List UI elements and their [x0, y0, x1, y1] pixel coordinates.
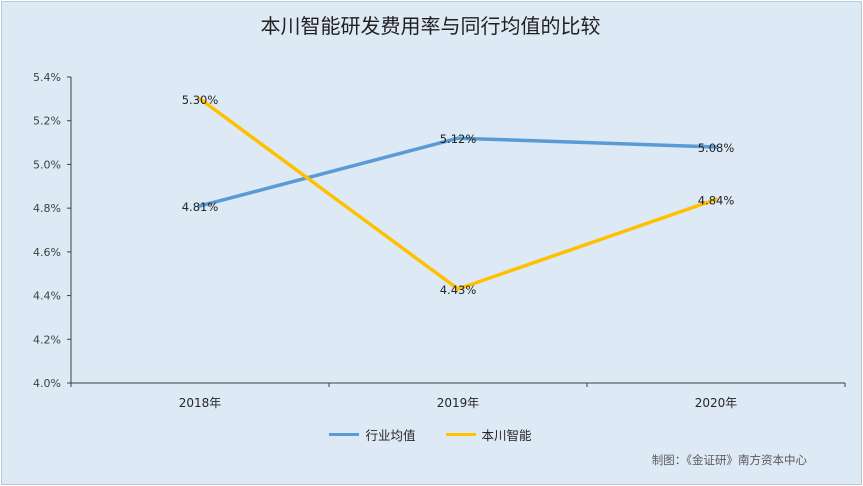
legend-label-benchuan: 本川智能: [481, 428, 532, 443]
x-tick-label: 2018年: [179, 396, 222, 410]
data-label: 4.81%: [182, 200, 219, 214]
series-line-0: [198, 136, 718, 208]
legend-item-benchuan: 本川智能: [445, 425, 532, 444]
legend: 行业均值 本川智能: [0, 425, 861, 444]
y-tick-label: 5.4%: [33, 71, 61, 84]
x-tick-label: 2019年: [437, 396, 480, 410]
y-tick-label: 4.4%: [33, 290, 61, 303]
y-tick-label: 4.2%: [33, 333, 61, 346]
y-tick-label: 5.2%: [33, 115, 61, 128]
data-label: 5.12%: [440, 132, 477, 146]
data-label: 4.43%: [440, 283, 477, 297]
legend-swatch-benchuan: [445, 433, 476, 436]
y-tick-label: 5.0%: [33, 158, 61, 171]
legend-swatch-industry-average: [329, 433, 360, 436]
legend-label-industry-average: 行业均值: [365, 428, 416, 443]
series-line-1: [198, 97, 718, 291]
legend-item-industry-average: 行业均值: [329, 425, 416, 444]
data-label: 4.84%: [698, 193, 735, 207]
y-tick-label: 4.8%: [33, 202, 61, 215]
data-label: 5.30%: [182, 93, 219, 107]
y-tick-label: 4.6%: [33, 246, 61, 259]
data-label: 5.08%: [698, 141, 735, 155]
source-note: 制图：《金证研》南方资本中心: [651, 453, 807, 467]
y-tick-label: 4.0%: [33, 377, 61, 390]
x-tick-label: 2020年: [695, 396, 738, 410]
chart-title: 本川智能研发费用率与同行均值的比较: [260, 14, 601, 38]
